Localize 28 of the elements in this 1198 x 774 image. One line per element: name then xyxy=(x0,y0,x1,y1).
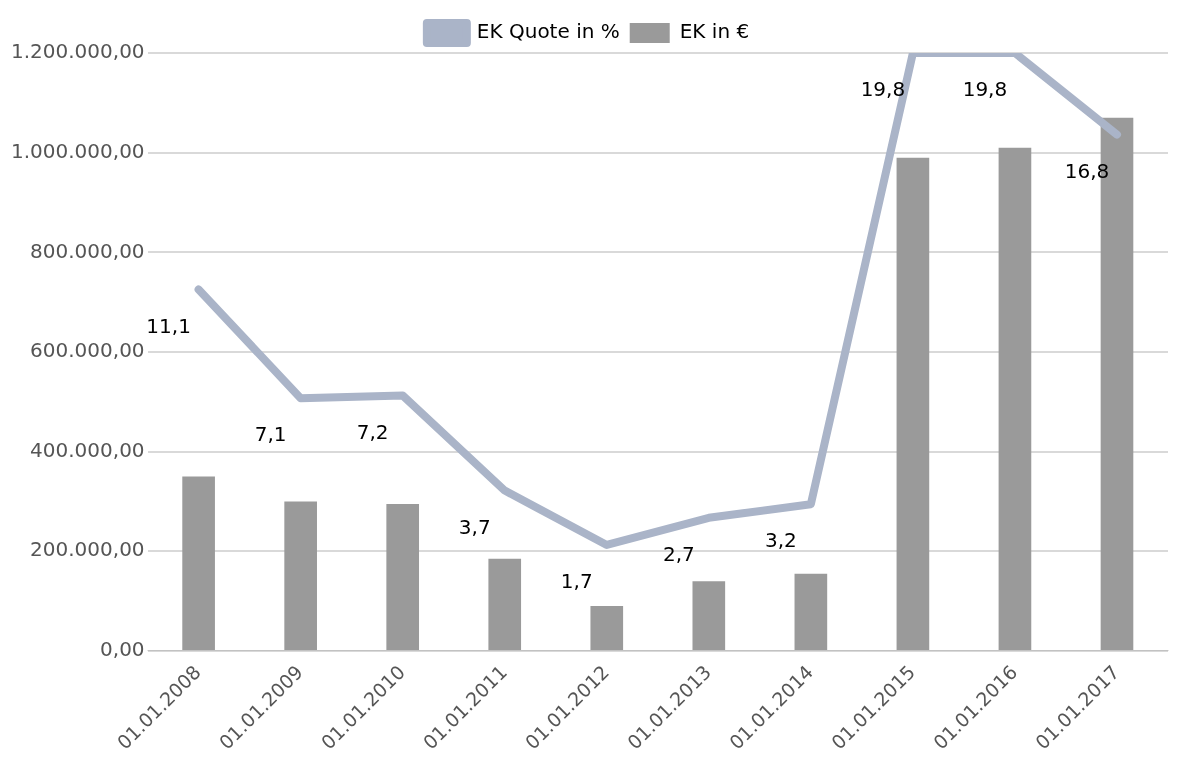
legend-label: EK Quote in % xyxy=(476,19,620,44)
data-label: 7,1 xyxy=(254,422,287,447)
data-label: 19,8 xyxy=(962,77,1008,102)
data-label: 3,7 xyxy=(458,514,491,539)
data-label: 19,8 xyxy=(860,77,906,102)
bar xyxy=(488,558,522,650)
data-label: 3,2 xyxy=(764,528,797,553)
bar xyxy=(284,501,317,650)
data-label: 2,7 xyxy=(662,541,695,566)
bar xyxy=(794,573,828,650)
bar xyxy=(998,147,1032,650)
data-label: 7,2 xyxy=(356,419,389,444)
data-label: 1,7 xyxy=(560,569,593,594)
y-tick-label: 600.000,00 xyxy=(30,338,145,363)
data-label: 11,1 xyxy=(146,313,191,338)
bar xyxy=(692,581,726,650)
y-tick-label: 400.000,00 xyxy=(30,437,145,462)
y-tick-label: 1.200.000,00 xyxy=(11,39,145,64)
y-tick-label: 1.000.000,00 xyxy=(11,138,145,163)
legend-label: EK in € xyxy=(679,19,750,44)
bar xyxy=(896,157,930,650)
y-tick-label: 0,00 xyxy=(100,637,145,662)
bar xyxy=(590,606,624,650)
y-tick-label: 200.000,00 xyxy=(30,537,145,562)
data-label: 16,8 xyxy=(1064,158,1110,183)
bar xyxy=(386,503,420,650)
bar xyxy=(182,476,215,650)
y-tick-label: 800.000,00 xyxy=(30,238,145,263)
